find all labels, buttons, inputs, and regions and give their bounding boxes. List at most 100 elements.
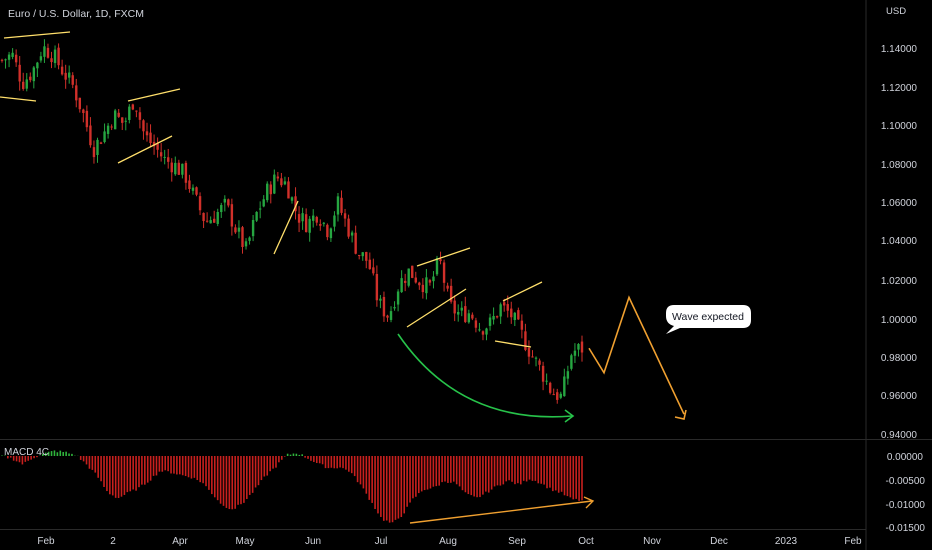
candle-body [170, 162, 173, 173]
candle-body [22, 81, 25, 89]
candle-body [372, 267, 375, 274]
chart-title: Euro / U.S. Dollar, 1D, FXCM [8, 8, 144, 20]
pattern-line-flag1-lower [117, 135, 173, 164]
candle-body [502, 302, 506, 306]
price-tick-label: 0.98000 [881, 353, 918, 364]
candle-body [124, 120, 127, 122]
price-tick-label: 0.94000 [881, 430, 918, 441]
candle-body [414, 277, 417, 283]
time-axis[interactable]: Feb 2 Apr May Jun Jul Aug Sep Oct Nov De… [37, 536, 862, 547]
candle-body [71, 75, 74, 85]
time-tick-label: Aug [439, 536, 457, 547]
arc-arrowhead [564, 409, 575, 423]
candle-body [386, 315, 389, 318]
candle-body [57, 47, 60, 66]
candle-body [304, 214, 308, 233]
time-tick-label: Jul [375, 536, 388, 547]
pattern-line-flag3-upper [502, 281, 543, 302]
candle-body [336, 196, 340, 215]
candle-body [4, 59, 7, 61]
candle-body [202, 212, 205, 222]
macd-title: MACD 4C [4, 447, 49, 458]
price-tick-label: 1.10000 [881, 121, 918, 132]
candle-body [340, 197, 343, 213]
candle-body [64, 72, 67, 80]
time-tick-label: Oct [578, 536, 594, 547]
candle-body [495, 316, 499, 318]
candle-body [230, 204, 234, 227]
candle-body [18, 64, 21, 82]
candle-body [563, 376, 566, 397]
candle-body [556, 392, 559, 400]
candle-body [96, 139, 99, 155]
candle-body [329, 228, 333, 239]
candle-body [541, 365, 545, 382]
candle-body [227, 199, 230, 206]
price-tick-label: 1.08000 [881, 160, 918, 171]
price-tick-label: 1.02000 [881, 276, 918, 287]
candle-body [439, 259, 442, 262]
macd-tick-label: 0.00000 [887, 452, 924, 463]
candle-body [407, 268, 410, 286]
candle-body [159, 152, 163, 157]
candle-body [566, 371, 570, 379]
candle-body [428, 280, 432, 283]
price-candles [0, 39, 584, 404]
candle-body [570, 355, 573, 369]
time-tick-label: Sep [508, 536, 526, 547]
candle-body [223, 198, 227, 203]
candle-body [191, 187, 195, 191]
candle-body [82, 109, 85, 113]
macd-tick-label: -0.01000 [886, 500, 926, 511]
pattern-line-bottom-left [0, 96, 37, 102]
macd-tick-label: -0.00500 [886, 476, 926, 487]
candle-body [46, 47, 50, 58]
candle-body [248, 237, 251, 241]
candle-body [326, 224, 329, 238]
candle-body [78, 97, 82, 110]
candle-body [244, 241, 248, 247]
candle-body [573, 350, 577, 356]
candle-body [442, 262, 446, 283]
price-tick-label: 0.96000 [881, 391, 918, 402]
candle-body [67, 72, 71, 78]
candle-body [382, 296, 386, 317]
candle-body [237, 227, 241, 232]
price-tick-label: 1.04000 [881, 236, 918, 247]
candle-body [361, 252, 364, 257]
pattern-line-flag3-lower [494, 340, 532, 348]
candle-body [11, 52, 14, 57]
candle-body [453, 300, 456, 314]
candle-body [347, 218, 350, 237]
candle-body [85, 110, 89, 128]
price-axis[interactable]: 1.14000 1.12000 1.10000 1.08000 1.06000 … [881, 44, 918, 441]
candle-body [474, 320, 478, 328]
candle-body [354, 232, 357, 254]
candle-body [312, 215, 315, 221]
candle-body [471, 314, 474, 319]
currency-label: USD [886, 6, 906, 17]
candle-body [510, 308, 513, 318]
macd-divergence-arrowhead [583, 496, 595, 509]
candle-body [534, 357, 538, 359]
candle-body [142, 120, 145, 132]
candle-body [276, 176, 280, 179]
candle-body [449, 285, 453, 302]
candle-body [548, 382, 552, 393]
candle-body [418, 282, 421, 286]
wave-expected-callout[interactable]: Wave expected [666, 305, 751, 334]
price-tick-label: 1.14000 [881, 44, 918, 55]
candle-body [287, 181, 290, 199]
macd-axis[interactable]: 0.00000 -0.00500 -0.01000 -0.01500 [886, 452, 926, 534]
price-tick-label: 1.06000 [881, 198, 918, 209]
time-tick-label: Apr [172, 536, 188, 547]
candle-body [308, 218, 311, 233]
candle-body [488, 317, 492, 326]
candle-body [357, 254, 361, 256]
candle-body [177, 162, 181, 175]
candle-body [216, 211, 219, 224]
candle-body [290, 197, 294, 201]
candle-body [319, 223, 322, 226]
candle-body [531, 356, 534, 358]
